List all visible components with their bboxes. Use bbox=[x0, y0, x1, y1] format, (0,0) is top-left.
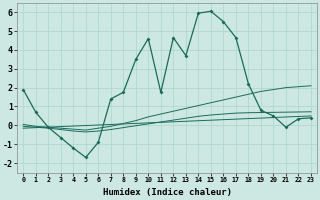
X-axis label: Humidex (Indice chaleur): Humidex (Indice chaleur) bbox=[103, 188, 232, 197]
